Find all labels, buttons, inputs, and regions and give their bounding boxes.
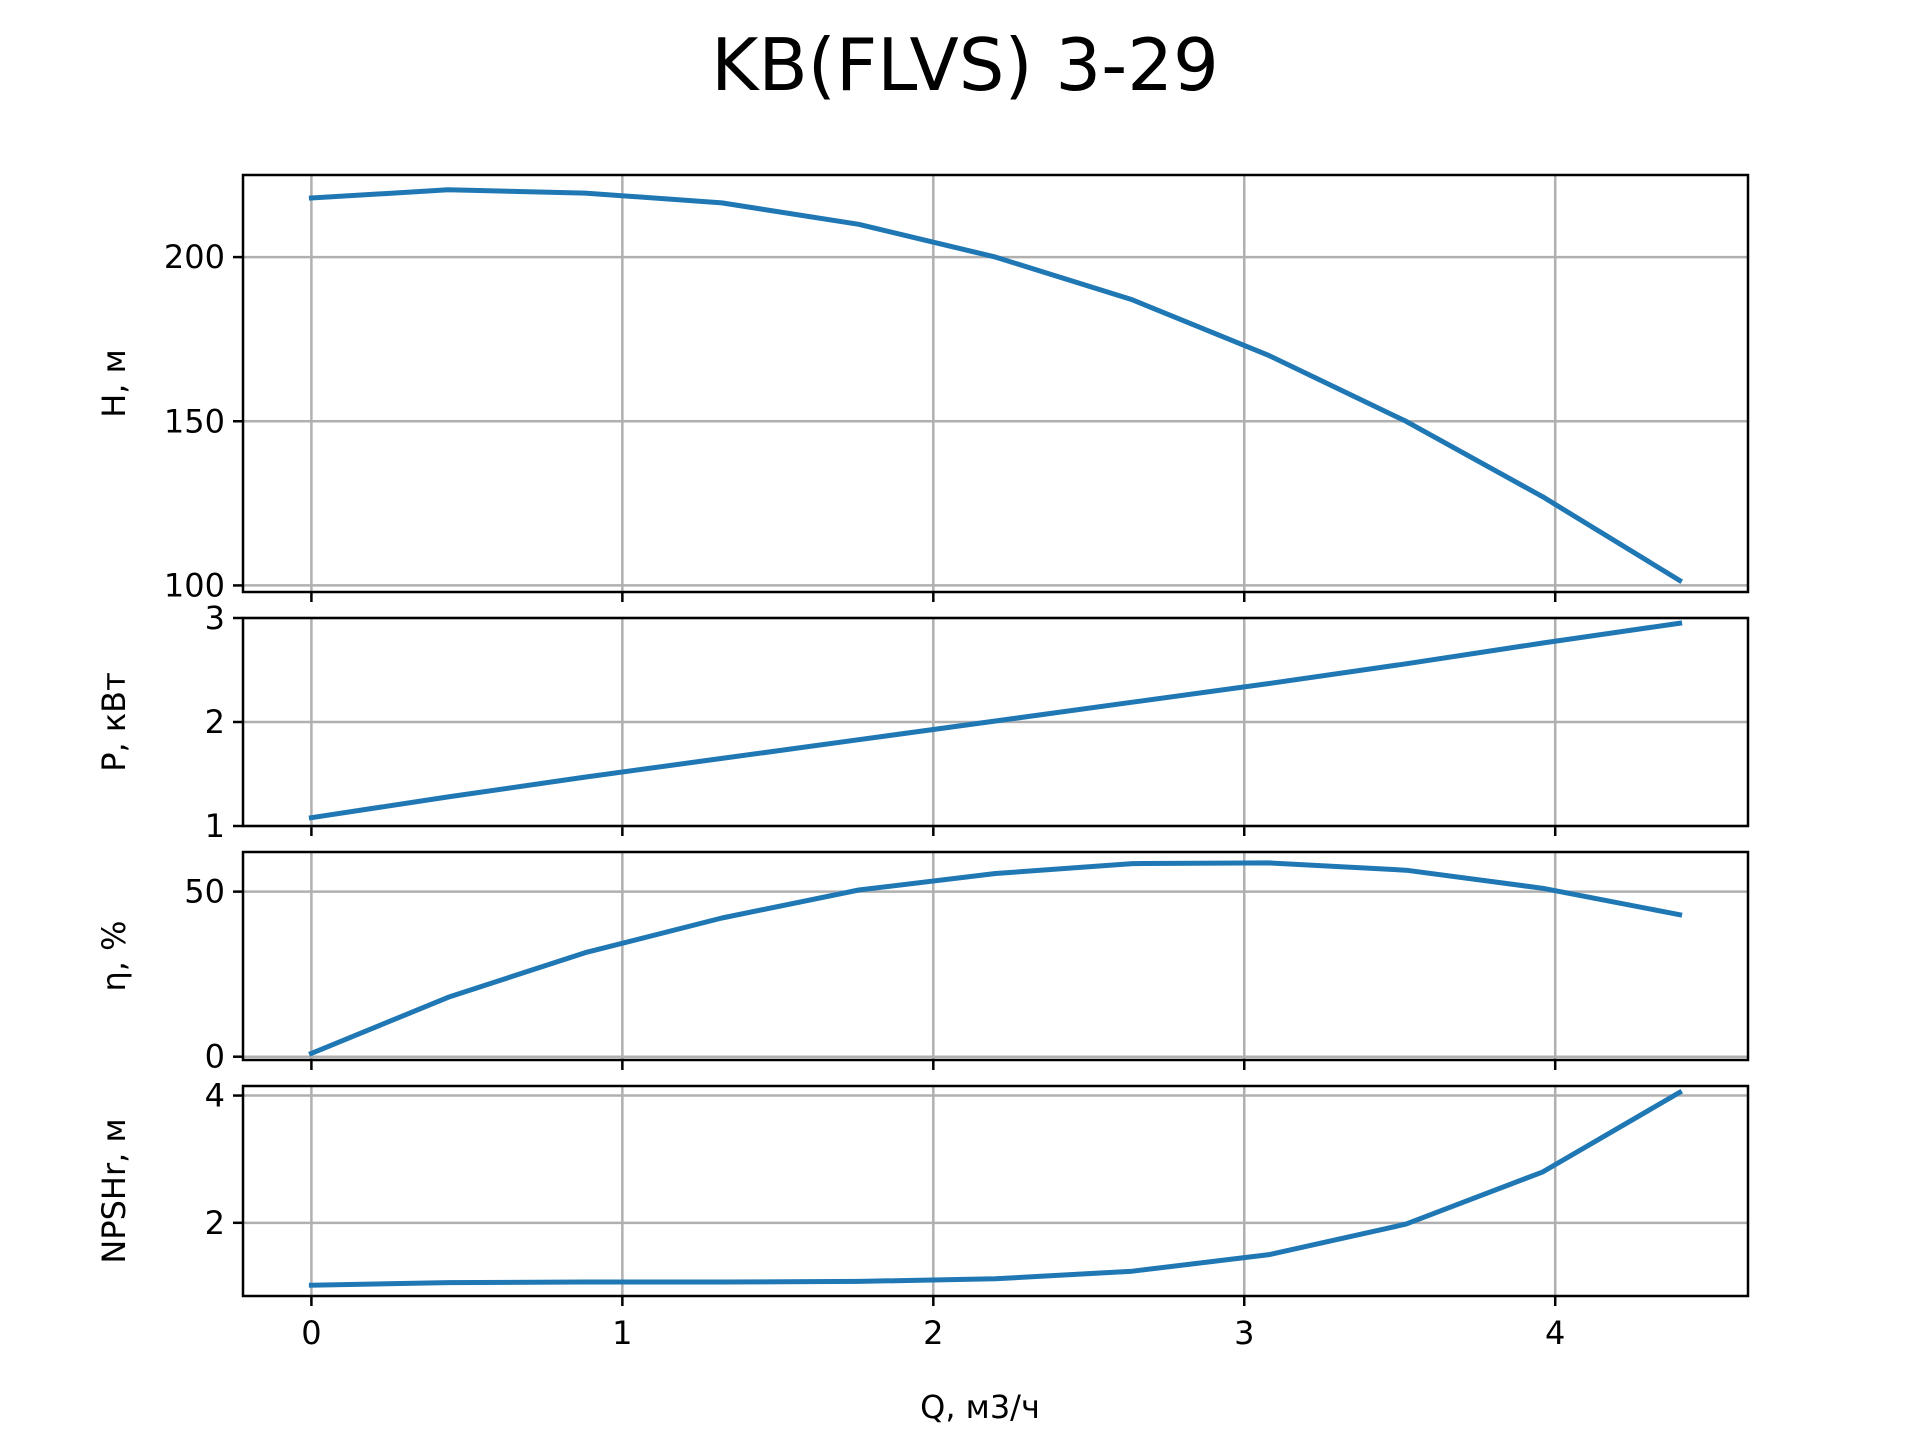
chart-title: KB(FLVS) 3-29: [711, 23, 1219, 107]
y-axis-label-P: P, кВт: [95, 672, 133, 772]
y-tick-label: 1: [205, 807, 225, 845]
y-axis-label-NPSHr: NPSHr, м: [95, 1118, 133, 1263]
x-tick-label: 2: [923, 1314, 943, 1352]
y-tick-label: 2: [205, 1204, 225, 1242]
subplot-eta: 0 50 η, %: [95, 850, 1750, 1076]
plot-frame: [241, 173, 1750, 594]
y-tick-label: 150: [164, 402, 225, 440]
subplot-H: 100 150 200 H, м: [95, 173, 1750, 604]
series-line-P: [308, 620, 1683, 821]
x-tick-label: 0: [301, 1314, 321, 1352]
plot-frame: [241, 850, 1750, 1062]
series-line-NPSHr: [308, 1088, 1684, 1288]
x-axis-label: Q, м3/ч: [920, 1388, 1040, 1426]
x-tick-label: 4: [1545, 1314, 1565, 1352]
y-tick-label: 2: [205, 703, 225, 741]
y-axis-label-eta: η, %: [95, 920, 133, 991]
y-tick-label: 200: [164, 238, 225, 276]
y-tick-label: 4: [205, 1077, 225, 1115]
series-line-H: [308, 187, 1684, 584]
y-tick-label: 50: [184, 873, 225, 911]
y-tick-label: 3: [205, 599, 225, 637]
x-tick-label: 3: [1234, 1314, 1254, 1352]
series-line-eta: [308, 860, 1683, 1057]
plot-frame: [241, 616, 1750, 828]
y-axis-label-H: H, м: [95, 349, 133, 418]
x-tick-label: 1: [612, 1314, 632, 1352]
subplot-P: 1 2 3 P, кВт: [95, 599, 1750, 845]
subplot-NPSHr: 0 1 2 3 4 2 4 NPSHr, м: [95, 1077, 1750, 1352]
subplot-stack: 100 150 200 H, м 1 2 3 P, кВт 0 50 η, % 0 1 2 3 4 2 4 NPSH…: [95, 173, 1750, 1352]
y-tick-label: 0: [205, 1038, 225, 1076]
y-tick-label: 100: [164, 566, 225, 604]
plot-frame: [241, 1084, 1750, 1298]
